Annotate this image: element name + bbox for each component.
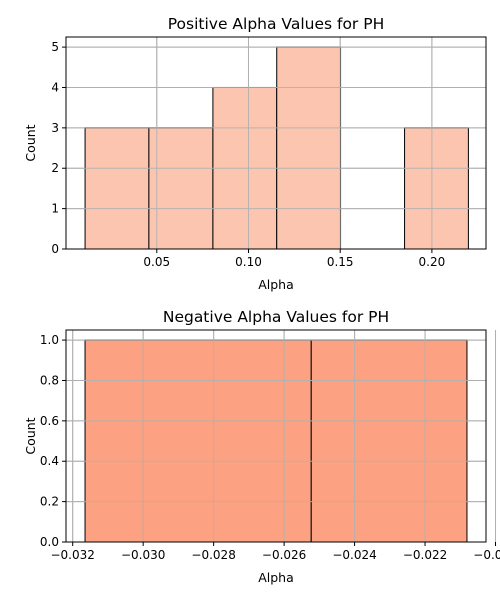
x-tick-label: 0.15 bbox=[327, 255, 354, 269]
histogram-bar bbox=[84, 127, 150, 250]
y-tick-label: 0.8 bbox=[40, 373, 59, 387]
plot-frame bbox=[65, 36, 487, 250]
histogram-bar bbox=[404, 127, 469, 250]
x-tick-label: −0.028 bbox=[191, 548, 235, 562]
histogram-bar bbox=[84, 339, 312, 543]
chart-1: 0.05 0.10 0.15 0.20 0 1 2 3 4 5 Positive Alpha Val… bbox=[23, 15, 487, 292]
chart-2: −0.032 −0.030 −0.028 −0.026 −0.024 −0.022 −0.0… bbox=[23, 308, 500, 585]
y-tick-label: 4 bbox=[51, 80, 59, 94]
chart-title: Negative Alpha Values for PH bbox=[163, 308, 389, 326]
x-tick-label: 0.10 bbox=[235, 255, 262, 269]
x-tick-label: −0.026 bbox=[262, 548, 306, 562]
x-tick-label: −0.032 bbox=[50, 548, 94, 562]
y-tick-label: 2 bbox=[51, 161, 59, 175]
x-axis-label: Alpha bbox=[258, 277, 294, 292]
x-tick-label: −0.022 bbox=[403, 548, 447, 562]
y-tick-label: 3 bbox=[51, 121, 59, 135]
y-tick-label: 1 bbox=[51, 202, 59, 216]
x-tick-label: −0.030 bbox=[121, 548, 165, 562]
y-axis-label: Count bbox=[23, 417, 38, 454]
x-tick-label: 0.20 bbox=[419, 255, 446, 269]
histogram-bar bbox=[148, 127, 214, 250]
y-tick-label: 0.2 bbox=[40, 495, 59, 509]
histogram-bar bbox=[310, 339, 468, 543]
plot-frame bbox=[65, 329, 487, 543]
x-tick-label: 0.05 bbox=[143, 255, 170, 269]
histogram-bar bbox=[276, 46, 342, 250]
y-tick-label: 0 bbox=[51, 242, 59, 256]
chart-title: Positive Alpha Values for PH bbox=[168, 15, 385, 33]
y-axis-label: Count bbox=[23, 124, 38, 161]
x-tick-label: −0.024 bbox=[332, 548, 376, 562]
y-tick-label: 5 bbox=[51, 40, 59, 54]
x-tick-label: −0.020 bbox=[473, 548, 500, 562]
y-tick-label: 0.6 bbox=[40, 414, 59, 428]
y-tick-label: 1.0 bbox=[40, 333, 59, 347]
y-tick-label: 0.0 bbox=[40, 535, 59, 549]
x-axis-label: Alpha bbox=[258, 570, 294, 585]
y-tick-label: 0.4 bbox=[40, 454, 59, 468]
